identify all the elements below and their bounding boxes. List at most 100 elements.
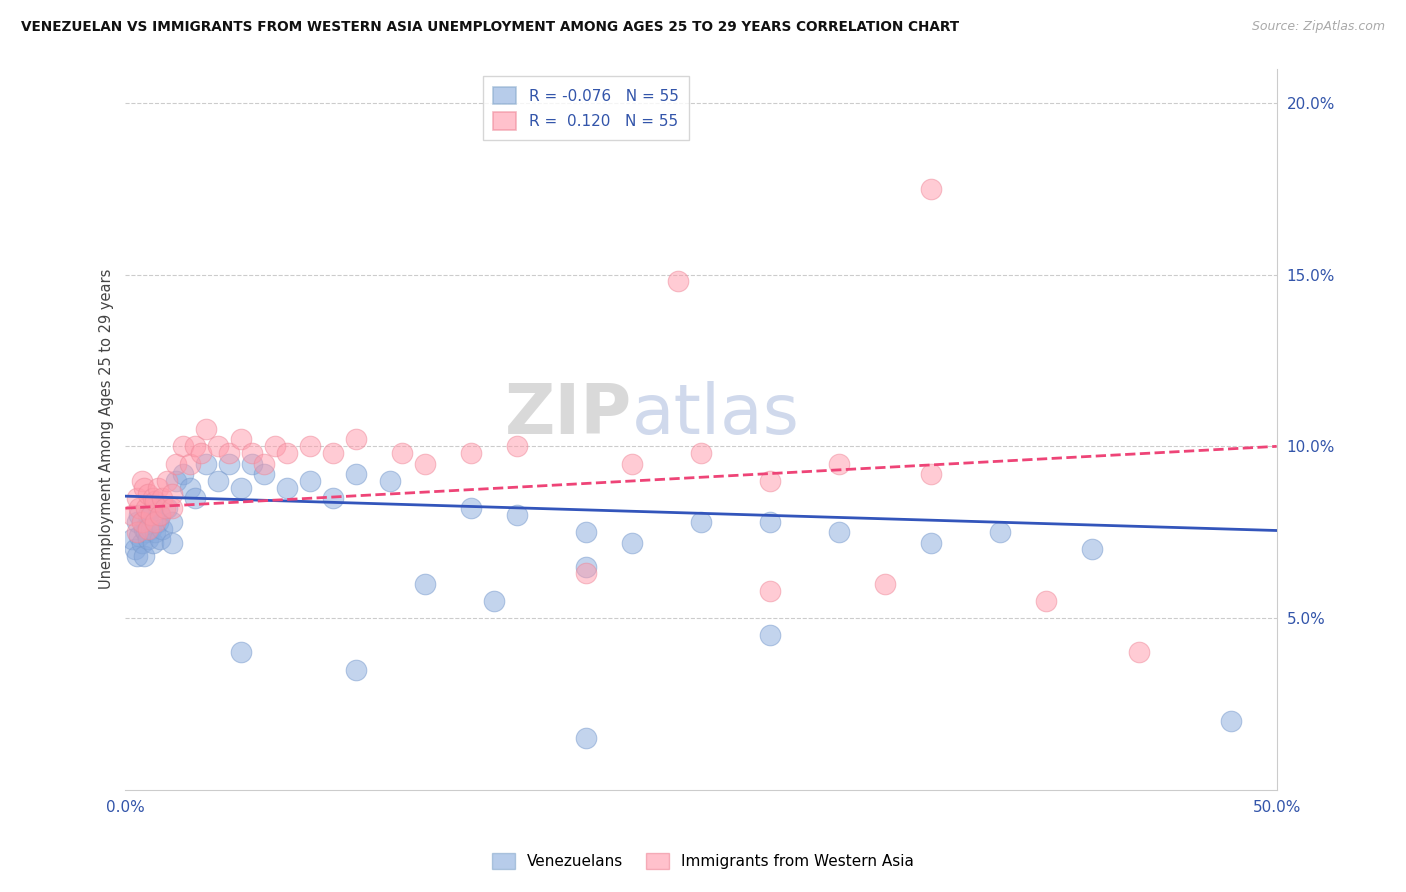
Point bbox=[322, 491, 344, 505]
Point bbox=[391, 446, 413, 460]
Point bbox=[920, 182, 942, 196]
Point bbox=[460, 446, 482, 460]
Point bbox=[344, 433, 367, 447]
Point bbox=[759, 474, 782, 488]
Point bbox=[132, 522, 155, 536]
Point bbox=[172, 467, 194, 481]
Point bbox=[125, 515, 148, 529]
Point bbox=[666, 275, 689, 289]
Point bbox=[135, 501, 157, 516]
Point bbox=[828, 457, 851, 471]
Point bbox=[128, 501, 150, 516]
Point bbox=[142, 501, 165, 516]
Point bbox=[165, 474, 187, 488]
Point bbox=[131, 535, 153, 549]
Point bbox=[506, 439, 529, 453]
Point bbox=[142, 491, 165, 505]
Point bbox=[160, 501, 183, 516]
Point bbox=[218, 446, 240, 460]
Point bbox=[252, 457, 274, 471]
Point bbox=[506, 508, 529, 522]
Point bbox=[138, 522, 160, 536]
Point bbox=[759, 628, 782, 642]
Point bbox=[276, 446, 298, 460]
Point bbox=[124, 542, 146, 557]
Point bbox=[150, 522, 173, 536]
Text: VENEZUELAN VS IMMIGRANTS FROM WESTERN ASIA UNEMPLOYMENT AMONG AGES 25 TO 29 YEAR: VENEZUELAN VS IMMIGRANTS FROM WESTERN AS… bbox=[21, 20, 959, 34]
Point bbox=[229, 433, 252, 447]
Point bbox=[125, 491, 148, 505]
Point bbox=[759, 515, 782, 529]
Point bbox=[142, 535, 165, 549]
Point bbox=[875, 576, 897, 591]
Text: ZIP: ZIP bbox=[505, 381, 631, 449]
Point bbox=[1128, 645, 1150, 659]
Point bbox=[128, 529, 150, 543]
Point bbox=[413, 457, 436, 471]
Point bbox=[344, 467, 367, 481]
Point bbox=[125, 549, 148, 564]
Point bbox=[132, 549, 155, 564]
Point bbox=[179, 481, 201, 495]
Point bbox=[138, 508, 160, 522]
Point bbox=[125, 525, 148, 540]
Point bbox=[690, 515, 713, 529]
Point bbox=[460, 501, 482, 516]
Point bbox=[172, 439, 194, 453]
Point bbox=[183, 439, 205, 453]
Point bbox=[620, 535, 643, 549]
Text: Source: ZipAtlas.com: Source: ZipAtlas.com bbox=[1251, 20, 1385, 33]
Point bbox=[276, 481, 298, 495]
Point bbox=[240, 446, 263, 460]
Point bbox=[1035, 594, 1057, 608]
Point bbox=[575, 731, 598, 746]
Point bbox=[132, 481, 155, 495]
Point bbox=[322, 446, 344, 460]
Point bbox=[195, 422, 218, 436]
Point bbox=[160, 487, 183, 501]
Point bbox=[298, 439, 321, 453]
Point bbox=[575, 559, 598, 574]
Point bbox=[1081, 542, 1104, 557]
Point bbox=[190, 446, 212, 460]
Legend: R = -0.076   N = 55, R =  0.120   N = 55: R = -0.076 N = 55, R = 0.120 N = 55 bbox=[482, 76, 689, 140]
Point bbox=[218, 457, 240, 471]
Point bbox=[1219, 714, 1241, 728]
Point bbox=[139, 522, 162, 536]
Point bbox=[149, 508, 172, 522]
Point bbox=[165, 457, 187, 471]
Point bbox=[380, 474, 402, 488]
Point bbox=[135, 525, 157, 540]
Point bbox=[145, 515, 167, 529]
Point bbox=[138, 487, 160, 501]
Point bbox=[131, 474, 153, 488]
Legend: Venezuelans, Immigrants from Western Asia: Venezuelans, Immigrants from Western Asi… bbox=[485, 847, 921, 875]
Point bbox=[482, 594, 505, 608]
Point bbox=[195, 457, 218, 471]
Point bbox=[920, 467, 942, 481]
Point bbox=[344, 663, 367, 677]
Point bbox=[240, 457, 263, 471]
Point bbox=[828, 525, 851, 540]
Point bbox=[179, 457, 201, 471]
Point bbox=[160, 515, 183, 529]
Point bbox=[150, 491, 173, 505]
Point bbox=[128, 508, 150, 522]
Point bbox=[146, 515, 169, 529]
Point bbox=[183, 491, 205, 505]
Point bbox=[146, 481, 169, 495]
Point bbox=[229, 481, 252, 495]
Point bbox=[153, 501, 176, 516]
Point bbox=[575, 566, 598, 581]
Point bbox=[145, 525, 167, 540]
Point bbox=[620, 457, 643, 471]
Point bbox=[759, 583, 782, 598]
Point bbox=[298, 474, 321, 488]
Point bbox=[156, 501, 179, 516]
Point bbox=[139, 508, 162, 522]
Point bbox=[413, 576, 436, 591]
Point bbox=[121, 532, 143, 546]
Point bbox=[264, 439, 287, 453]
Point bbox=[138, 532, 160, 546]
Text: atlas: atlas bbox=[631, 381, 800, 449]
